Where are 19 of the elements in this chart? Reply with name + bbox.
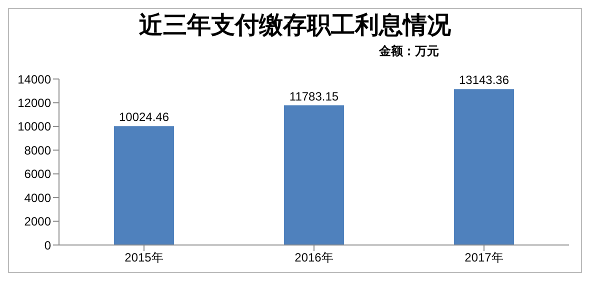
y-tick-label: 6000 — [24, 167, 52, 182]
data-label: 10024.46 — [118, 110, 170, 124]
bar — [114, 126, 174, 245]
bar — [454, 89, 514, 245]
x-tick-label: 2015年 — [124, 250, 164, 265]
y-tick-label: 14000 — [18, 72, 52, 86]
bar — [284, 105, 344, 245]
chart-title: 近三年支付缴存职工利息情况 — [138, 12, 452, 41]
data-label: 11783.15 — [289, 89, 339, 104]
chart-subtitle: 金额：万元 — [379, 43, 439, 60]
y-tick-label: 12000 — [18, 96, 52, 110]
data-label: 13143.36 — [458, 73, 510, 88]
x-tick-label: 2017年 — [464, 250, 504, 265]
y-tick-label: 10000 — [18, 120, 52, 134]
y-tick-label: 4000 — [24, 190, 52, 205]
y-tick-label: 2000 — [24, 214, 52, 229]
y-tick-label: 8000 — [24, 143, 52, 158]
y-tick-label: 0 — [44, 238, 52, 252]
x-tick-label: 2016年 — [294, 250, 334, 265]
